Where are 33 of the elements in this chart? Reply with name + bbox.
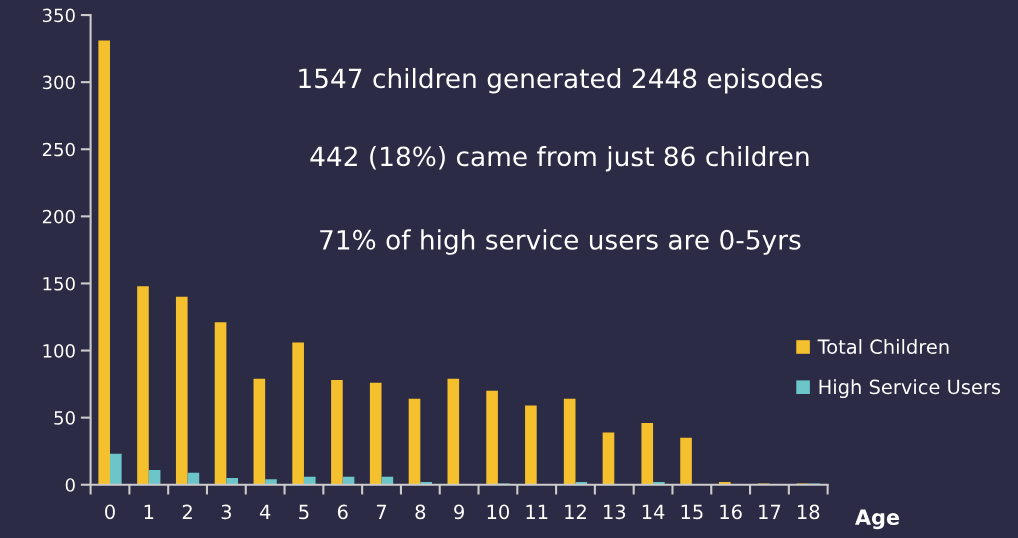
x-tick-label: 17 (759, 504, 781, 519)
y-tick-label: 300 (42, 75, 75, 90)
x-tick-label: 10 (487, 504, 509, 520)
x-tick-label: 8 (415, 504, 426, 520)
annotation: 1547 children generated 2448 episodes (299, 67, 823, 94)
y-tick-label: 350 (42, 8, 75, 23)
x-tick-label: 3 (221, 504, 231, 520)
x-tick-label: 6 (337, 504, 348, 520)
y-tick-label: 100 (43, 344, 75, 358)
x-tick-label: 11 (526, 504, 548, 519)
y-tick-label: 150 (43, 276, 75, 291)
x-tick-label: 1 (144, 504, 154, 519)
y-tick-label: 0 (65, 478, 75, 492)
x-tick-label: 4 (259, 504, 271, 519)
x-axis-title: Age (855, 509, 900, 530)
x-tick-label: 0 (105, 504, 115, 520)
x-tick-label: 9 (454, 504, 464, 520)
y-tick-label: 50 (54, 411, 75, 425)
x-tick-label: 7 (376, 504, 387, 519)
x-tick-label: 12 (565, 504, 586, 519)
annotation: 71% of high service users are 0-5yrs (320, 229, 801, 255)
legend-label: Total Children (817, 339, 949, 355)
x-tick-label: 2 (182, 504, 192, 519)
x-tick-label: 18 (798, 504, 820, 520)
x-tick-label: 5 (299, 504, 309, 520)
legend-label: High Service Users (819, 379, 1001, 399)
x-tick-label: 13 (604, 504, 626, 520)
x-tick-label: 15 (681, 504, 703, 520)
annotation: 442 (18%) came from just 86 children (310, 145, 809, 172)
y-tick-label: 250 (42, 142, 75, 157)
x-tick-label: 16 (720, 504, 742, 520)
x-tick-label: 14 (642, 504, 665, 519)
y-tick-label: 200 (42, 209, 75, 224)
